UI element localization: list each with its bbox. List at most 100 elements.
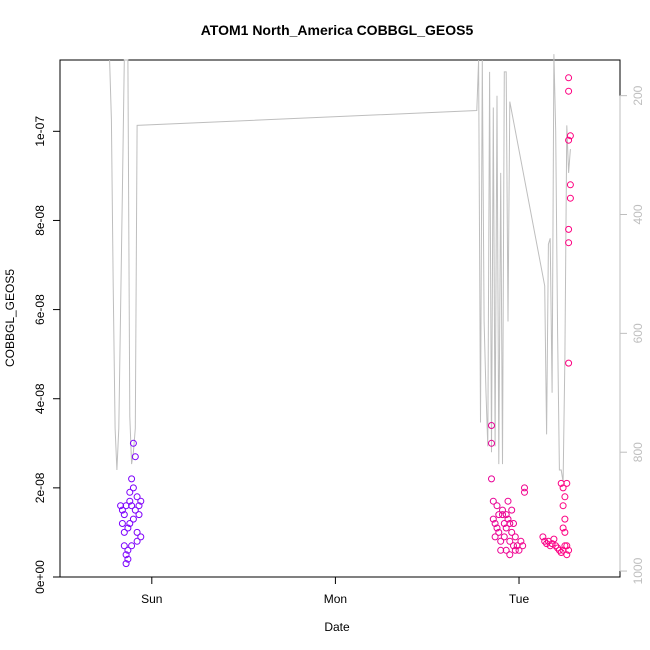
y-tick-label: 0e+00 <box>33 560 47 594</box>
data-point <box>559 502 567 510</box>
data-point <box>515 546 523 554</box>
y-tick-label: 2e-08 <box>33 472 47 503</box>
data-point <box>500 533 508 541</box>
data-point <box>561 493 569 501</box>
data-point <box>131 506 139 514</box>
data-point <box>565 87 573 95</box>
data-point <box>489 515 497 523</box>
data-point <box>126 497 134 505</box>
data-point <box>561 542 569 550</box>
data-point <box>129 515 137 523</box>
data-point <box>129 484 137 492</box>
x-tick-label: Mon <box>324 592 347 606</box>
data-point <box>122 551 130 559</box>
data-point <box>510 542 517 550</box>
data-point <box>137 533 145 541</box>
data-point <box>519 542 527 550</box>
data-point <box>499 506 506 514</box>
data-point <box>552 542 560 550</box>
data-point <box>488 475 495 483</box>
data-point <box>511 533 519 541</box>
data-point <box>124 546 132 554</box>
data-point <box>120 542 128 550</box>
data-point <box>497 537 505 545</box>
data-point <box>128 542 136 550</box>
y-axis-label: COBBGL_GEOS5 <box>3 269 17 367</box>
data-point <box>511 546 519 554</box>
data-point <box>489 497 497 505</box>
data-point <box>502 511 510 519</box>
data-point <box>566 132 574 140</box>
data-point <box>563 479 571 487</box>
data-point <box>128 475 136 483</box>
data-point <box>539 533 547 541</box>
data-point <box>565 546 573 554</box>
data-point <box>118 506 126 514</box>
data-point <box>502 546 510 554</box>
data-point <box>129 439 137 447</box>
data-point <box>502 524 510 532</box>
data-point <box>550 535 558 543</box>
data-point <box>131 453 139 461</box>
data-point <box>565 225 573 233</box>
data-point <box>555 546 563 554</box>
data-point <box>565 239 573 247</box>
data-point <box>508 528 516 536</box>
data-point <box>565 136 573 144</box>
data-point <box>491 533 499 541</box>
data-point <box>133 537 141 545</box>
data-point <box>506 520 514 527</box>
data-point <box>133 528 141 536</box>
data-point <box>120 528 128 536</box>
data-point <box>548 540 556 548</box>
data-point <box>521 488 528 496</box>
data-point <box>504 497 512 505</box>
data-point <box>506 537 514 545</box>
right-tick-label: 600 <box>631 323 645 343</box>
data-point <box>493 524 501 532</box>
data-point <box>491 520 499 527</box>
data-point <box>122 502 130 510</box>
data-point <box>504 515 512 523</box>
data-point <box>561 515 569 523</box>
right-tick-label: 400 <box>631 204 645 224</box>
y-tick-label: 6e-08 <box>33 294 47 325</box>
data-point <box>495 511 503 519</box>
data-point <box>517 537 525 545</box>
data-point <box>565 74 573 82</box>
data-point <box>135 511 143 519</box>
data-point <box>124 555 132 563</box>
data-point <box>495 528 503 536</box>
y-tick-label: 4e-08 <box>33 383 47 414</box>
data-point <box>122 560 130 568</box>
data-point <box>521 484 528 492</box>
x-tick-label: Sun <box>141 592 162 606</box>
right-tick-label: 1000 <box>631 557 645 584</box>
data-point <box>499 511 506 519</box>
right-tick-label: 200 <box>631 85 645 105</box>
data-point <box>133 493 141 501</box>
data-point <box>541 537 549 545</box>
data-point <box>124 524 132 532</box>
data-point <box>559 524 567 532</box>
data-point <box>118 520 126 527</box>
data-point <box>493 502 501 510</box>
data-point <box>508 506 516 514</box>
data-point <box>488 439 495 447</box>
chart-title: ATOM1 North_America COBBGL_GEOS5 <box>201 22 474 38</box>
data-point <box>506 551 514 559</box>
pressure-line <box>109 54 571 482</box>
right-tick-label: 800 <box>631 442 645 462</box>
data-point <box>135 502 143 510</box>
data-point <box>559 484 567 492</box>
data-point <box>120 511 128 519</box>
data-point <box>566 181 574 189</box>
data-point <box>126 488 134 496</box>
data-point <box>561 528 569 536</box>
plot-frame <box>59 59 621 578</box>
data-point <box>563 542 571 550</box>
data-point <box>126 520 134 527</box>
data-point <box>137 497 145 505</box>
